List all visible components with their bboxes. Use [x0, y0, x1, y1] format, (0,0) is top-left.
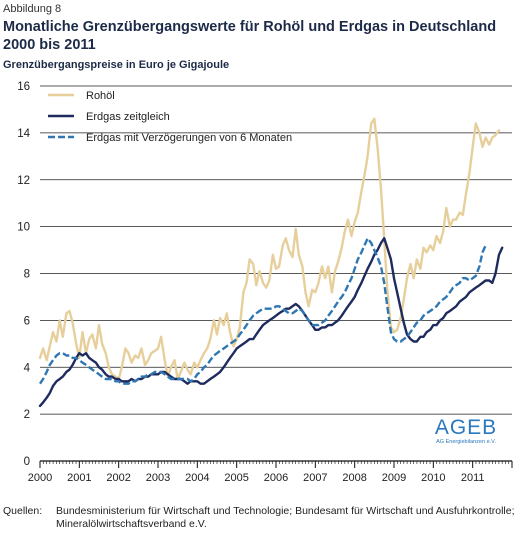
series-line-2: [38, 237, 504, 408]
x-tick-label: 2005: [224, 472, 248, 484]
chart-title: Monatliche Grenzübergangswerte für Rohöl…: [3, 19, 497, 53]
legend-label-1: Rohöl: [86, 90, 115, 102]
y-tick-label: 0: [24, 456, 30, 468]
sources-label: Quellen:: [3, 505, 43, 517]
x-tick-label: 2011: [461, 472, 485, 484]
ageb-logo-text: AGEB: [434, 416, 498, 439]
x-tick-label: 2003: [146, 472, 170, 484]
y-tick-label: 8: [24, 269, 30, 281]
x-tick-label: 2002: [106, 472, 130, 484]
x-tick-label: 2000: [28, 472, 52, 484]
figure-label: Abbildung 8: [3, 3, 62, 15]
y-tick-label: 14: [17, 128, 30, 140]
legend-label-3: Erdgas mit Verzögerungen von 6 Monaten: [86, 132, 292, 144]
y-tick-label: 6: [24, 315, 30, 327]
y-tick-label: 16: [17, 81, 30, 93]
x-tick-label: 2007: [303, 472, 327, 484]
legend-label-2: Erdgas zeitgleich: [86, 111, 170, 123]
y-tick-label: 12: [17, 175, 30, 187]
x-tick-label: 2008: [342, 472, 366, 484]
series-line-1: [38, 117, 501, 381]
ageb-logo-subtitle: AG Energiebilanzen e.V.: [436, 439, 496, 445]
x-tick-label: 2006: [264, 472, 288, 484]
x-tick-label: 2010: [421, 472, 445, 484]
sources-text: Bundesministerium für Wirtschaft und Tec…: [56, 505, 515, 530]
x-tick-label: 2004: [185, 472, 209, 484]
y-tick-label: 10: [17, 222, 30, 234]
y-tick-label: 2: [24, 409, 30, 421]
y-tick-label: 4: [24, 362, 31, 374]
y-axis-label: Grenzübergangspreise in Euro je Gigajoul…: [3, 59, 230, 71]
series-line-3: [38, 237, 487, 385]
chart-canvas: 0 2 4 6 8 10 12 14 16 2000 2001 2002 2003 2004 2005 200…: [17, 81, 513, 484]
x-tick-label: 2009: [382, 472, 406, 484]
ageb-logo: AGEB AG Energiebilanzen e.V.: [421, 417, 511, 446]
x-tick-label: 2001: [67, 472, 91, 484]
